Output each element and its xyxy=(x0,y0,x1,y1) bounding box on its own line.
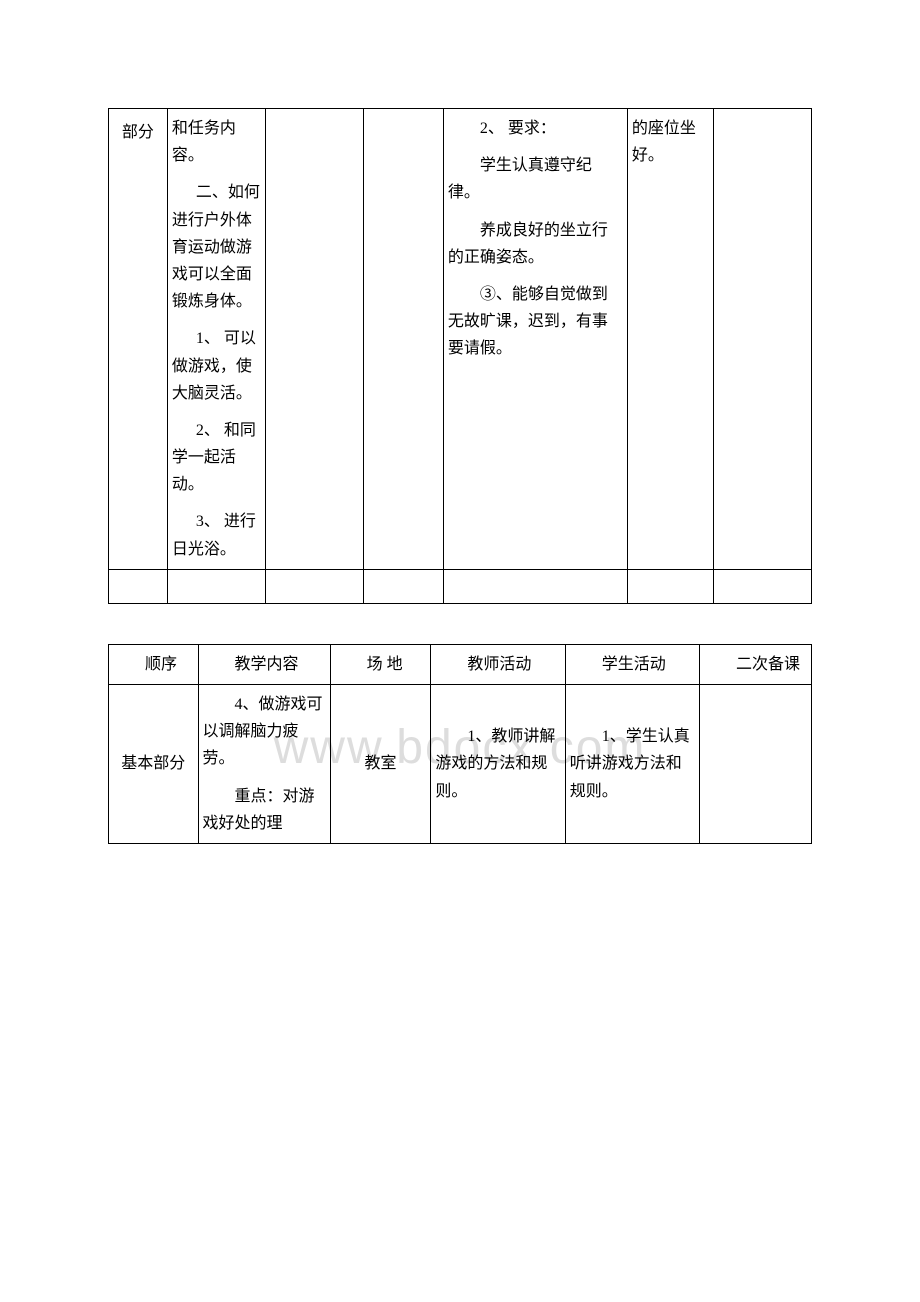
cell-empty xyxy=(109,569,168,603)
cell-student-activity: 的座位坐好。 xyxy=(627,109,713,570)
header-label: 场 地 xyxy=(335,651,427,678)
text: 二、如何进行户外体育运动做游戏可以全面锻炼身体。 xyxy=(172,179,261,315)
text: 2、 要求： xyxy=(448,115,623,142)
table-row: 基本部分 4、做游戏可以调解脑力疲劳。 重点：对游戏好处的理 教室 1、教师讲解… xyxy=(109,685,812,844)
cell-teaching-content: 和任务内容。 二、如何进行户外体育运动做游戏可以全面锻炼身体。 1、 可以做游戏… xyxy=(167,109,265,570)
cell-field: 教室 xyxy=(330,685,431,844)
header-label: 二次备课 xyxy=(704,651,807,678)
text: 4、做游戏可以调解脑力疲劳。 xyxy=(203,691,326,773)
cell-teacher-activity: 2、 要求： 学生认真遵守纪律。 养成良好的坐立行的正确姿态。 ③、能够自觉做到… xyxy=(443,109,627,570)
text: 3、 进行日光浴。 xyxy=(172,508,261,562)
text: 学生认真遵守纪律。 xyxy=(448,152,623,206)
cell-section-label: 部分 xyxy=(109,109,168,570)
header-student: 学生活动 xyxy=(565,644,699,684)
text: ③、能够自觉做到无故旷课，迟到，有事要请假。 xyxy=(448,281,623,363)
cell-empty xyxy=(713,569,811,603)
header-sequence: 顺序 xyxy=(109,644,199,684)
text: 1、学生认真听讲游戏方法和规则。 xyxy=(570,723,695,805)
cell-empty xyxy=(167,569,265,603)
cell-teacher: 1、教师讲解游戏的方法和规则。 xyxy=(431,685,565,844)
text: 1、教师讲解游戏的方法和规则。 xyxy=(435,723,560,805)
header-label: 教学内容 xyxy=(203,651,326,678)
section-label: 部分 xyxy=(113,115,163,150)
cell-empty xyxy=(364,569,444,603)
text: 2、 和同学一起活动。 xyxy=(172,417,261,499)
cell-empty xyxy=(364,109,444,570)
cell-student: 1、学生认真听讲游戏方法和规则。 xyxy=(565,685,699,844)
header-label: 教师活动 xyxy=(435,651,560,678)
header-notes: 二次备课 xyxy=(700,644,812,684)
page: 部分 和任务内容。 二、如何进行户外体育运动做游戏可以全面锻炼身体。 1、 可以… xyxy=(0,0,920,884)
table-1: 部分 和任务内容。 二、如何进行户外体育运动做游戏可以全面锻炼身体。 1、 可以… xyxy=(108,108,812,604)
cell-sequence: 基本部分 xyxy=(109,685,199,844)
text: 和任务内容。 xyxy=(172,115,261,169)
text: 重点：对游戏好处的理 xyxy=(203,783,326,837)
table-header-row: 顺序 教学内容 场 地 教师活动 学生活动 二次备课 xyxy=(109,644,812,684)
section-label: 基本部分 xyxy=(113,745,194,783)
table-2: 顺序 教学内容 场 地 教师活动 学生活动 二次备课 基本部分 4、做游 xyxy=(108,644,812,844)
text: 1、 可以做游戏，使大脑灵活。 xyxy=(172,325,261,407)
header-content: 教学内容 xyxy=(198,644,330,684)
cell-empty xyxy=(266,569,364,603)
header-label: 顺序 xyxy=(113,651,194,678)
cell-content: 4、做游戏可以调解脑力疲劳。 重点：对游戏好处的理 xyxy=(198,685,330,844)
text: 养成良好的坐立行的正确姿态。 xyxy=(448,217,623,271)
table-row: 部分 和任务内容。 二、如何进行户外体育运动做游戏可以全面锻炼身体。 1、 可以… xyxy=(109,109,812,570)
text: 的座位坐好。 xyxy=(632,115,709,169)
header-field: 场 地 xyxy=(330,644,431,684)
table-row xyxy=(109,569,812,603)
cell-empty xyxy=(713,109,811,570)
header-teacher: 教师活动 xyxy=(431,644,565,684)
cell-empty xyxy=(266,109,364,570)
cell-notes xyxy=(700,685,812,844)
cell-empty xyxy=(627,569,713,603)
text: 教室 xyxy=(335,750,427,777)
header-label: 学生活动 xyxy=(570,651,695,678)
cell-empty xyxy=(443,569,627,603)
